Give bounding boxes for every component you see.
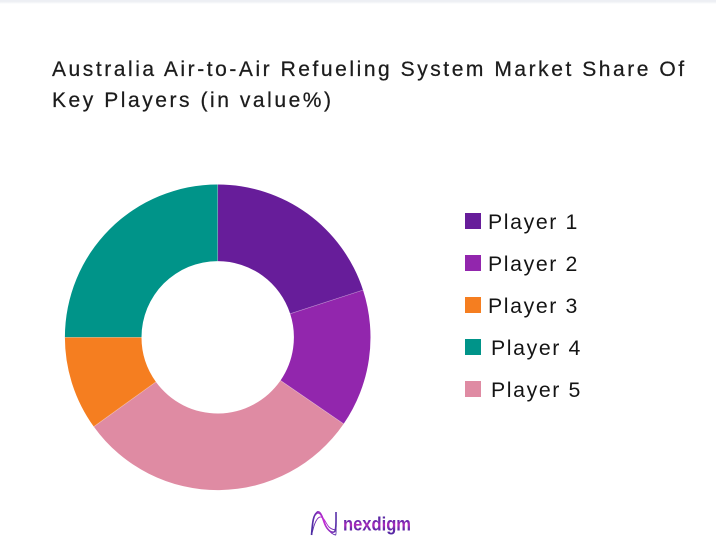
svg-text:nexdigm: nexdigm xyxy=(343,514,411,536)
